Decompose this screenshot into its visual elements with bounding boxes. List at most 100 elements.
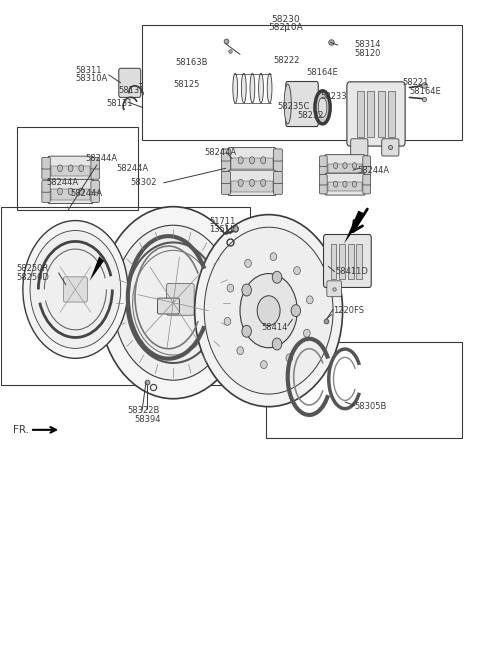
FancyBboxPatch shape xyxy=(327,281,342,297)
Ellipse shape xyxy=(267,73,272,103)
Text: 58311: 58311 xyxy=(75,66,102,74)
Bar xyxy=(367,91,374,137)
Ellipse shape xyxy=(286,354,293,362)
Circle shape xyxy=(334,163,338,169)
Ellipse shape xyxy=(294,267,300,275)
FancyBboxPatch shape xyxy=(222,160,230,172)
FancyBboxPatch shape xyxy=(320,174,327,185)
FancyBboxPatch shape xyxy=(42,168,50,179)
Circle shape xyxy=(343,181,347,187)
Polygon shape xyxy=(90,256,104,281)
Text: 58244A: 58244A xyxy=(204,148,236,157)
Text: 58302: 58302 xyxy=(130,178,157,188)
Ellipse shape xyxy=(195,215,343,407)
FancyBboxPatch shape xyxy=(167,283,194,315)
FancyBboxPatch shape xyxy=(157,298,180,314)
Ellipse shape xyxy=(261,360,267,368)
Circle shape xyxy=(261,180,266,186)
Text: 58305B: 58305B xyxy=(355,402,387,411)
FancyBboxPatch shape xyxy=(119,68,141,97)
Circle shape xyxy=(79,188,84,195)
Text: 58164E: 58164E xyxy=(307,68,338,77)
Text: 58394: 58394 xyxy=(134,416,160,424)
FancyBboxPatch shape xyxy=(222,172,230,184)
Circle shape xyxy=(68,188,73,195)
Bar xyxy=(357,245,362,279)
Polygon shape xyxy=(344,211,365,244)
Circle shape xyxy=(68,165,73,172)
FancyBboxPatch shape xyxy=(63,277,87,302)
Circle shape xyxy=(79,165,84,172)
Bar xyxy=(1,207,250,386)
Ellipse shape xyxy=(242,325,252,337)
Ellipse shape xyxy=(315,91,330,124)
Ellipse shape xyxy=(227,284,234,292)
Ellipse shape xyxy=(240,273,297,348)
FancyBboxPatch shape xyxy=(274,160,282,172)
Text: 58244A: 58244A xyxy=(71,189,103,198)
Text: 58210A: 58210A xyxy=(268,23,303,33)
Bar xyxy=(328,164,362,173)
Text: 58232: 58232 xyxy=(297,111,324,120)
FancyBboxPatch shape xyxy=(42,158,50,169)
Text: 58163B: 58163B xyxy=(176,58,208,66)
FancyBboxPatch shape xyxy=(274,172,282,184)
Ellipse shape xyxy=(114,225,233,380)
Ellipse shape xyxy=(245,259,252,267)
Bar xyxy=(266,342,462,438)
FancyBboxPatch shape xyxy=(320,184,327,194)
Bar xyxy=(142,25,462,140)
FancyBboxPatch shape xyxy=(363,165,371,176)
FancyBboxPatch shape xyxy=(274,182,282,194)
Bar xyxy=(348,245,354,279)
Text: 58131: 58131 xyxy=(118,86,145,95)
FancyBboxPatch shape xyxy=(274,149,282,161)
Ellipse shape xyxy=(284,84,291,124)
Bar xyxy=(231,181,273,192)
Circle shape xyxy=(343,163,347,169)
Bar xyxy=(51,166,90,176)
Ellipse shape xyxy=(291,305,300,317)
Ellipse shape xyxy=(241,73,246,103)
Bar xyxy=(17,127,138,210)
Text: 58125: 58125 xyxy=(173,80,200,89)
Text: 1220FS: 1220FS xyxy=(333,306,364,315)
FancyBboxPatch shape xyxy=(325,174,365,195)
Text: 58221: 58221 xyxy=(402,78,429,87)
Text: FR.: FR. xyxy=(13,425,29,435)
Text: 58244A: 58244A xyxy=(47,178,79,188)
FancyBboxPatch shape xyxy=(91,168,99,179)
Ellipse shape xyxy=(30,231,120,348)
Circle shape xyxy=(58,165,62,172)
FancyBboxPatch shape xyxy=(228,148,276,173)
Bar xyxy=(339,245,345,279)
Text: 58164E: 58164E xyxy=(409,87,441,96)
Text: 58120: 58120 xyxy=(355,49,381,58)
FancyBboxPatch shape xyxy=(363,184,371,194)
Text: 58310A: 58310A xyxy=(75,74,108,83)
Text: 58250R: 58250R xyxy=(17,265,49,273)
FancyBboxPatch shape xyxy=(351,139,368,156)
Text: 58233: 58233 xyxy=(320,92,347,100)
Circle shape xyxy=(249,180,254,186)
FancyBboxPatch shape xyxy=(347,82,405,146)
Circle shape xyxy=(249,157,254,164)
Ellipse shape xyxy=(23,221,128,358)
Ellipse shape xyxy=(233,73,238,103)
FancyBboxPatch shape xyxy=(320,165,327,176)
Bar xyxy=(331,245,336,279)
Circle shape xyxy=(352,181,357,187)
FancyBboxPatch shape xyxy=(320,156,327,166)
Ellipse shape xyxy=(257,296,280,326)
Bar xyxy=(378,91,384,137)
Text: 58244A: 58244A xyxy=(85,154,117,164)
Bar xyxy=(231,158,273,169)
Circle shape xyxy=(58,188,62,195)
FancyBboxPatch shape xyxy=(42,191,50,202)
FancyBboxPatch shape xyxy=(363,156,371,166)
FancyBboxPatch shape xyxy=(228,170,276,196)
FancyBboxPatch shape xyxy=(91,191,99,202)
Text: 58222: 58222 xyxy=(274,57,300,65)
Ellipse shape xyxy=(270,253,277,261)
Text: 58250D: 58250D xyxy=(17,273,49,282)
